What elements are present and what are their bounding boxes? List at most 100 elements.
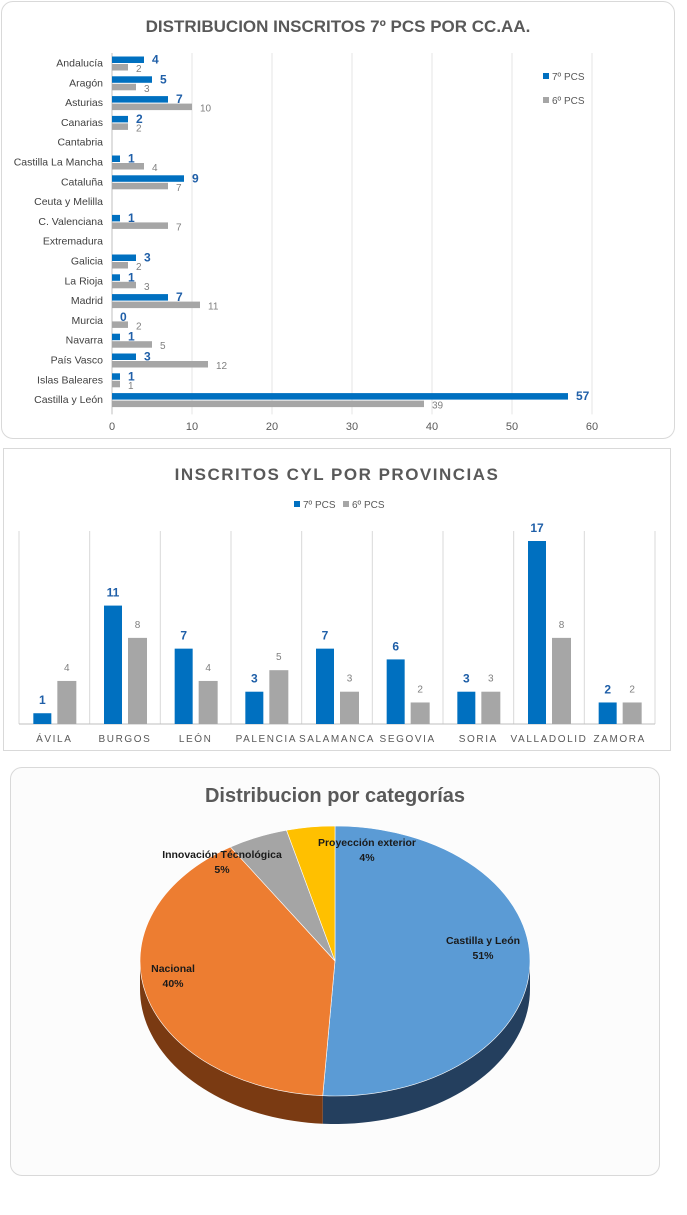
data-label-7pcs-pais-vasco: 3: [144, 350, 151, 364]
data-label-7pcs-navarra: 1: [128, 330, 135, 344]
category-label-avila: ÁVILA: [36, 732, 72, 745]
data-label-6pcs-navarra: 5: [160, 341, 166, 352]
bar-6pcs-palencia: [269, 670, 289, 724]
bar-6pcs-castilla-y-leon: [112, 400, 424, 408]
bar-6pcs-valladolid: [552, 637, 571, 724]
category-label-madrid: Madrid: [71, 295, 103, 307]
bar-7pcs-castilla-la-mancha: [112, 155, 120, 162]
bar-6pcs-galicia: [112, 262, 128, 269]
bar-7pcs-madrid: [112, 294, 168, 301]
bar-6pcs-pais-vasco: [112, 361, 208, 368]
bar-6pcs-zamora: [622, 702, 642, 724]
bar-7pcs-segovia: [386, 659, 405, 724]
pie-slice-nacional: [139, 846, 336, 1097]
bar-7pcs-palencia: [245, 691, 264, 724]
x-tick-label: 0: [109, 421, 115, 433]
data-label-6pcs-galicia: 2: [136, 262, 142, 273]
data-label-7pcs-avila: 1: [39, 693, 46, 707]
data-label-6pcs-castilla-y-leon: 39: [432, 401, 444, 412]
data-label-7pcs-la-rioja: 1: [128, 270, 135, 284]
data-label-7pcs-madrid: 7: [176, 290, 183, 304]
data-label-7pcs-castilla-la-mancha: 1: [128, 152, 135, 166]
category-label-soria: SORIA: [459, 734, 498, 745]
bar-6pcs-castilla-la-mancha: [112, 163, 144, 170]
data-label-7pcs-c-valenciana: 1: [128, 211, 135, 225]
category-label-aragon: Aragón: [69, 77, 103, 89]
data-label-6pcs-avila: 4: [64, 663, 70, 674]
data-label-6pcs-andalucia: 2: [136, 64, 142, 75]
pie-pct-nacional: 40%: [162, 978, 184, 990]
data-label-6pcs-asturias: 10: [200, 104, 212, 115]
category-label-salamanca: SALAMANCA: [299, 734, 375, 745]
x-tick-label: 30: [346, 421, 358, 433]
bar-6pcs-segovia: [410, 702, 430, 724]
data-label-6pcs-soria: 3: [488, 674, 494, 685]
x-tick-label: 60: [586, 421, 598, 433]
pie-side-castilla-y-leon: [322, 961, 530, 1124]
bar-7pcs-canarias: [112, 115, 128, 123]
bar-7pcs-islas-baleares: [112, 373, 120, 380]
bar-7pcs-aragon: [112, 76, 152, 83]
bar-6pcs-madrid: [112, 301, 200, 309]
category-label-leon: LEÓN: [179, 732, 213, 745]
category-label-andalucia: Andalucía: [56, 58, 103, 70]
data-label-7pcs-galicia: 3: [144, 251, 151, 265]
bar-6pcs-navarra: [112, 341, 152, 348]
bar-6pcs-c-valenciana: [112, 222, 168, 229]
data-label-7pcs-soria: 3: [463, 672, 470, 686]
bar-7pcs-andalucia: [112, 56, 144, 63]
chart-title: DISTRIBUCION INSCRITOS 7º PCS POR CC.AA.: [146, 17, 531, 36]
data-label-7pcs-salamanca: 7: [322, 629, 329, 643]
legend-swatch-6-pcs: [543, 97, 549, 103]
data-label-6pcs-cataluna: 7: [176, 183, 182, 194]
bar-7pcs-leon: [174, 648, 193, 724]
bar-6pcs-avila: [57, 680, 77, 724]
categorias-pie-chart: Distribucion por categorías Castilla y Le…: [139, 785, 531, 1124]
category-label-segovia: SEGOVIA: [380, 734, 436, 745]
legend-label-6-pcs: 6º PCS: [352, 500, 385, 511]
data-label-7pcs-castilla-y-leon: 57: [576, 389, 590, 403]
category-label-pais-vasco: País Vasco: [51, 355, 103, 367]
category-label-burgos: BURGOS: [99, 734, 152, 745]
chart-panel-categorias: Distribucion por categorías Castilla y Le…: [10, 767, 660, 1176]
data-label-6pcs-c-valenciana: 7: [176, 222, 182, 233]
data-label-6pcs-madrid: 11: [208, 302, 219, 313]
chart-title: Distribucion por categorías: [205, 785, 465, 807]
pie-label-nacional: Nacional: [151, 963, 195, 975]
data-label-7pcs-zamora: 2: [604, 682, 611, 696]
pie-pct-innovacion-tecnologica: 5%: [214, 864, 230, 876]
data-label-7pcs-burgos: 11: [107, 586, 120, 600]
category-label-cataluna: Cataluña: [61, 176, 103, 188]
bar-7pcs-castilla-y-leon: [112, 393, 568, 400]
x-tick-label: 40: [426, 421, 438, 433]
data-label-6pcs-leon: 4: [205, 663, 211, 674]
category-label-canarias: Canarias: [61, 117, 103, 129]
chart-panel-ccaa: DISTRIBUCION INSCRITOS 7º PCS POR CC.AA.…: [1, 1, 675, 439]
category-label-asturias: Asturias: [65, 97, 103, 109]
data-label-6pcs-la-rioja: 3: [144, 282, 150, 293]
legend-swatch-7-pcs: [294, 501, 300, 507]
legend-swatch-7-pcs: [543, 73, 549, 79]
bar-6pcs-andalucia: [112, 64, 128, 71]
data-label-6pcs-pais-vasco: 12: [216, 361, 228, 372]
category-label-la-rioja: La Rioja: [64, 275, 103, 287]
data-label-6pcs-valladolid: 8: [559, 620, 565, 631]
category-label-extremadura: Extremadura: [43, 236, 103, 248]
data-label-6pcs-burgos: 8: [135, 620, 141, 631]
data-label-7pcs-cataluna: 9: [192, 171, 199, 185]
data-label-7pcs-canarias: 2: [136, 112, 143, 126]
legend-label-7-pcs: 7º PCS: [303, 500, 336, 511]
bar-7pcs-avila: [33, 713, 52, 724]
chart-title: INSCRITOS CYL POR PROVINCIAS: [175, 465, 500, 484]
category-label-valladolid: VALLADOLID: [511, 734, 588, 745]
category-label-murcia: Murcia: [71, 315, 103, 327]
pie-label-proyeccion-exterior: Proyección exterior: [318, 837, 416, 849]
pie-slice-castilla-y-leon: [322, 825, 531, 1097]
data-label-6pcs-castilla-la-mancha: 4: [152, 163, 158, 174]
bar-7pcs-navarra: [112, 333, 120, 341]
data-label-6pcs-segovia: 2: [417, 684, 423, 695]
data-label-7pcs-islas-baleares: 1: [128, 369, 135, 383]
legend-label-6-pcs: 6º PCS: [552, 96, 585, 107]
x-tick-label: 10: [186, 421, 198, 433]
x-tick-label: 50: [506, 421, 518, 433]
